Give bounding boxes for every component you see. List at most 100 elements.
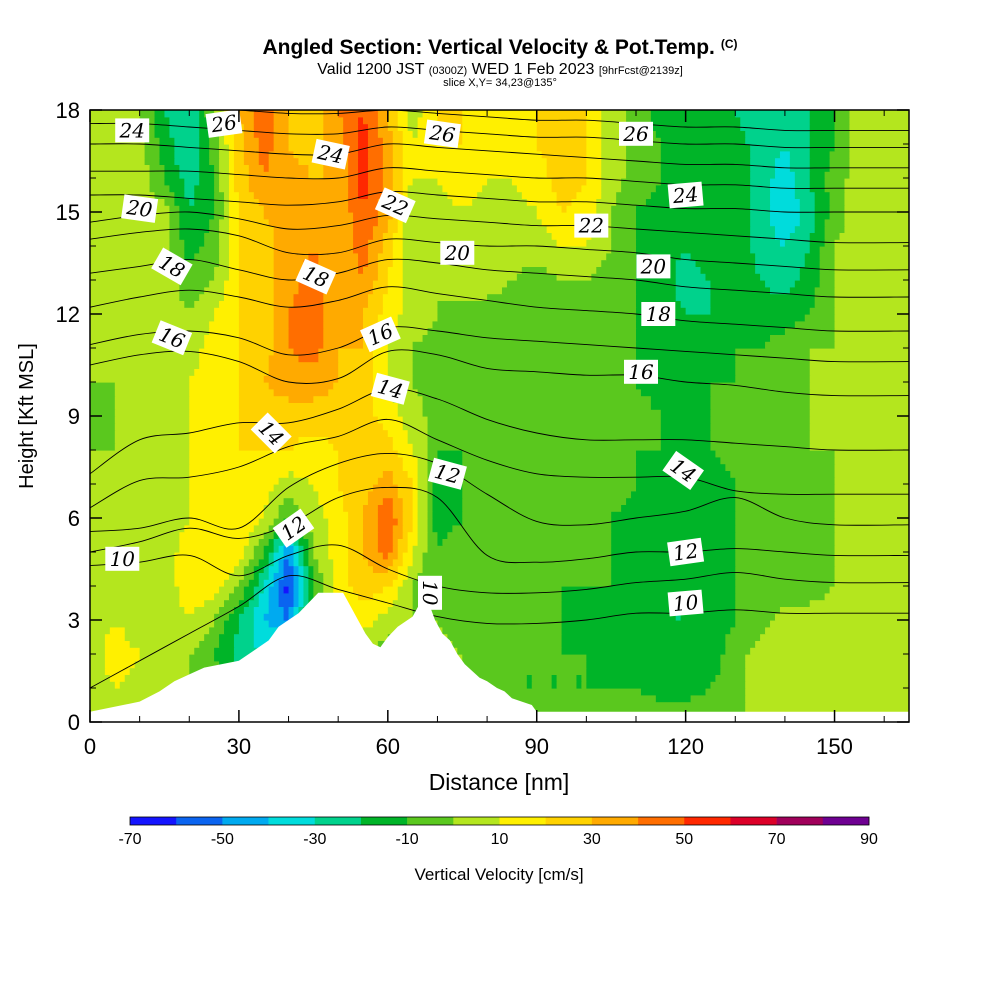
velocity-cell [224,205,230,213]
velocity-cell [149,171,166,179]
velocity-cell [293,300,324,308]
velocity-cell [363,320,379,329]
velocity-cell [313,552,329,560]
velocity-cell [407,429,429,437]
velocity-cell [288,327,324,335]
velocity-cell [308,524,329,533]
velocity-cell [233,586,245,594]
velocity-cell [452,524,612,533]
velocity-cell [640,688,707,696]
velocity-cell [422,409,662,417]
velocity-cell [343,504,364,512]
velocity-cell [90,266,175,274]
velocity-cell [834,320,909,329]
velocity-cell [189,416,240,424]
velocity-cell [834,334,909,342]
velocity-cell [169,184,185,193]
velocity-cell [427,545,612,553]
velocity-cell [238,388,275,397]
velocity-cell [556,191,578,199]
velocity-cell [268,565,280,573]
velocity-cell [238,341,275,349]
velocity-cell [636,354,736,363]
velocity-cell [432,511,463,519]
velocity-cell [804,259,821,267]
velocity-cell [194,368,240,376]
velocity-cell [834,307,909,315]
velocity-cell [338,361,374,369]
velocity-cell [214,613,230,621]
velocity-cell [90,443,116,451]
velocity-cell [363,531,379,539]
velocity-cell [268,361,339,369]
velocity-cell [90,110,141,118]
velocity-cell [601,130,627,138]
velocity-cell [412,354,637,363]
velocity-cell [263,552,270,560]
velocity-cell [735,110,811,118]
colorbar-swatch [314,817,362,825]
velocity-cell [90,490,190,499]
velocity-cell [303,545,309,553]
colorbar-swatch [130,817,177,825]
colorbar-swatch [776,817,824,825]
velocity-cell [432,497,463,505]
velocity-cell [750,157,776,165]
velocity-cell [417,504,429,512]
velocity-cell [90,157,146,165]
colorbar-swatch [176,817,223,825]
velocity-cell [318,490,344,499]
velocity-cell [90,592,180,601]
velocity-cell [710,681,746,689]
velocity-cell [715,674,746,682]
velocity-cell [338,368,374,376]
velocity-cell [735,361,811,369]
velocity-cell [248,184,349,193]
velocity-cell [233,130,245,138]
velocity-cell [750,171,776,179]
velocity-cell [114,681,121,689]
velocity-cell [268,490,319,499]
velocity-cell [258,592,270,601]
contour-label-box [359,316,401,353]
velocity-cell [238,409,374,417]
velocity-cell [556,681,578,689]
velocity-cell [293,293,324,301]
velocity-cell [169,123,200,131]
velocity-cell [556,273,592,281]
velocity-cell [601,164,627,172]
velocity-cell [581,681,587,689]
velocity-cell [462,654,587,662]
velocity-cell [735,524,836,533]
velocity-cell [750,184,771,193]
velocity-cell [214,191,225,199]
velocity-cell [363,307,384,315]
velocity-cell [323,314,364,322]
velocity-cell [655,130,746,138]
velocity-cell [636,280,677,288]
velocity-cell [372,409,399,417]
velocity-cell [90,232,171,240]
velocity-cell [462,511,612,519]
velocity-cell [601,116,627,125]
velocity-cell [412,341,637,349]
velocity-cell [283,613,290,621]
colorbar-swatch [822,817,870,825]
velocity-cell [636,327,786,335]
velocity-cell [109,626,126,635]
velocity-cell [90,606,185,614]
velocity-cell [735,599,811,607]
velocity-cell [90,382,116,390]
velocity-cell [323,300,369,308]
velocity-cell [392,239,404,247]
velocity-cell [238,382,270,390]
velocity-cell [819,280,836,288]
velocity-cell [238,259,275,267]
velocity-cell [343,130,359,138]
velocity-cell [333,586,354,594]
velocity-cell [809,123,836,131]
velocity-cell [412,606,563,614]
velocity-cell [536,123,587,131]
velocity-cell [402,518,414,526]
velocity-cell [169,116,200,125]
